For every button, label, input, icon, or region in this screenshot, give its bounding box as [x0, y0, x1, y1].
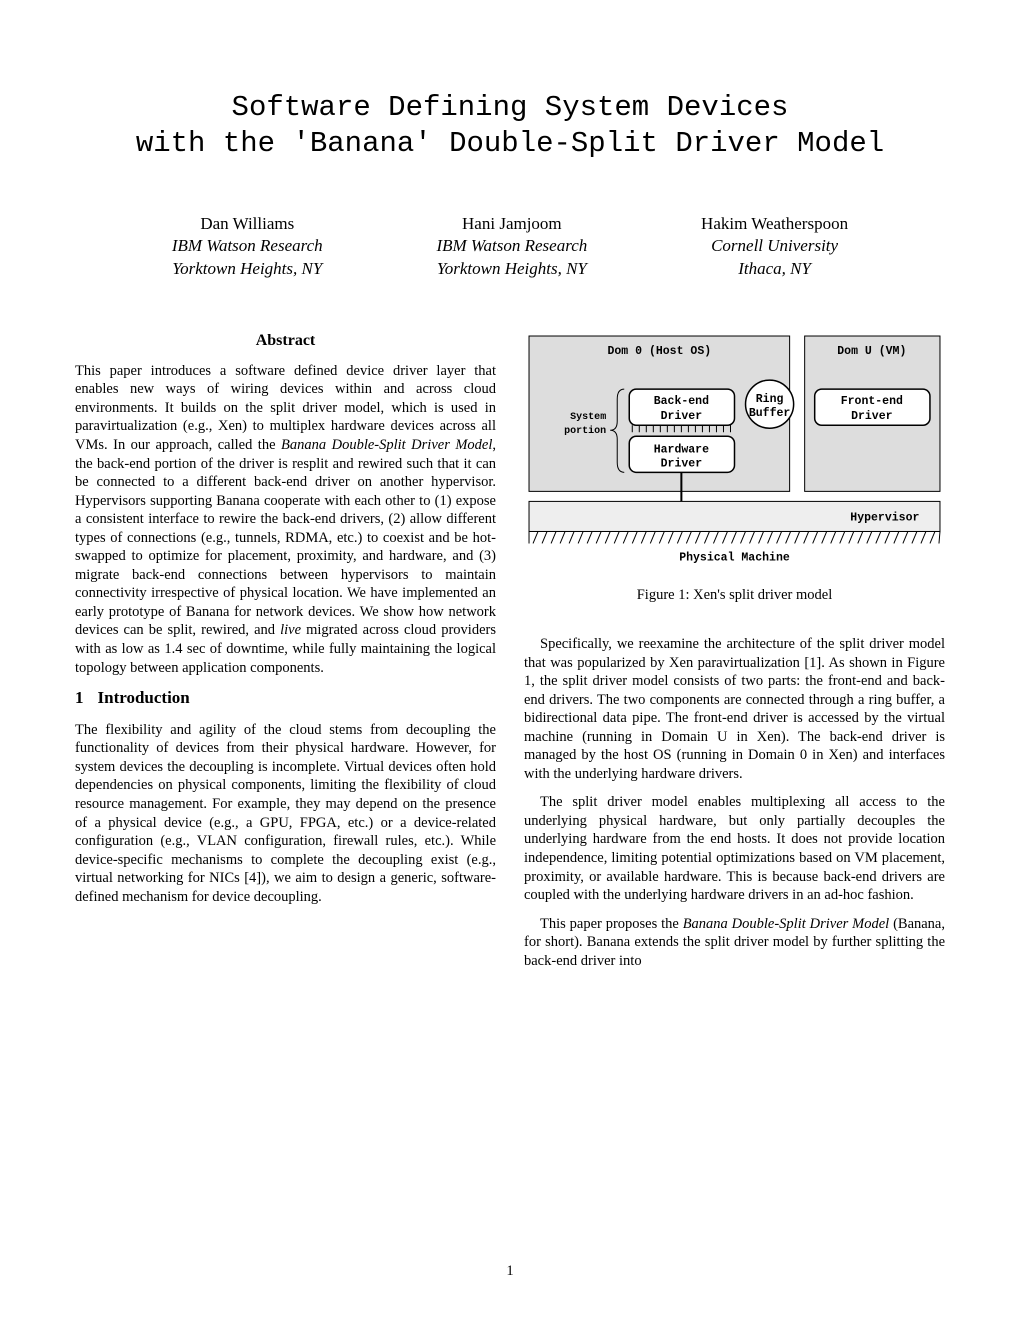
col2-para-3: This paper proposes the Banana Double-Sp…	[524, 915, 945, 971]
two-column-layout: Abstract This paper introduces a softwar…	[75, 331, 945, 980]
frontend-label-1: Front-end	[841, 396, 903, 409]
author-location: Yorktown Heights, NY	[436, 258, 587, 281]
system-label-1: System	[570, 413, 606, 424]
system-label-2: portion	[564, 426, 606, 438]
hardware-label-1: Hardware	[654, 444, 709, 457]
abstract-text: This paper introduces a software defined…	[75, 362, 496, 677]
frontend-label-2: Driver	[851, 411, 893, 424]
physical-label: Physical Machine	[679, 552, 790, 565]
figure-1-svg: Dom 0 (Host OS) Dom U (VM) Back-end Driv…	[524, 331, 945, 567]
authors-row: Dan Williams IBM Watson Research Yorktow…	[75, 213, 945, 282]
hypervisor-label: Hypervisor	[850, 512, 919, 525]
author-block: Hakim Weatherspoon Cornell University It…	[701, 213, 848, 282]
figure-1-caption: Figure 1: Xen's split driver model	[524, 586, 945, 605]
col2-para-3a: This paper proposes the	[540, 916, 683, 932]
section-title: Introduction	[98, 688, 190, 707]
ring-label-2: Buffer	[749, 408, 791, 421]
section-number: 1	[75, 688, 84, 707]
abstract-heading: Abstract	[75, 331, 496, 351]
author-affiliation: IBM Watson Research	[172, 235, 323, 258]
col2-para-1: Specifically, we reexamine the architect…	[524, 635, 945, 783]
backend-label-2: Driver	[661, 411, 703, 424]
right-column: Dom 0 (Host OS) Dom U (VM) Back-end Driv…	[524, 331, 945, 980]
ring-label-1: Ring	[756, 394, 784, 407]
dom0-label: Dom 0 (Host OS)	[607, 345, 711, 358]
section-1-heading: 1 Introduction	[75, 687, 496, 709]
author-name: Dan Williams	[172, 213, 323, 236]
hardware-label-2: Driver	[661, 458, 703, 471]
author-block: Dan Williams IBM Watson Research Yorktow…	[172, 213, 323, 282]
col2-para-3b: Banana Double-Split Driver Model	[683, 916, 890, 932]
backend-label-1: Back-end	[654, 396, 709, 409]
author-block: Hani Jamjoom IBM Watson Research Yorktow…	[436, 213, 587, 282]
author-name: Hakim Weatherspoon	[701, 213, 848, 236]
author-affiliation: IBM Watson Research	[436, 235, 587, 258]
page-number: 1	[506, 1263, 513, 1280]
author-location: Ithaca, NY	[701, 258, 848, 281]
physical-hatching	[529, 532, 940, 544]
col2-para-2: The split driver model enables multiplex…	[524, 793, 945, 904]
author-affiliation: Cornell University	[701, 235, 848, 258]
left-column: Abstract This paper introduces a softwar…	[75, 331, 496, 980]
figure-1: Dom 0 (Host OS) Dom U (VM) Back-end Driv…	[524, 331, 945, 605]
author-location: Yorktown Heights, NY	[172, 258, 323, 281]
domu-label: Dom U (VM)	[837, 345, 906, 358]
paper-title: Software Defining System Devices with th…	[75, 90, 945, 163]
title-line1: Software Defining System Devices	[232, 91, 789, 124]
title-line2: with the 'Banana' Double-Split Driver Mo…	[136, 127, 884, 160]
section-1-para-1: The flexibility and agility of the cloud…	[75, 721, 496, 906]
author-name: Hani Jamjoom	[436, 213, 587, 236]
